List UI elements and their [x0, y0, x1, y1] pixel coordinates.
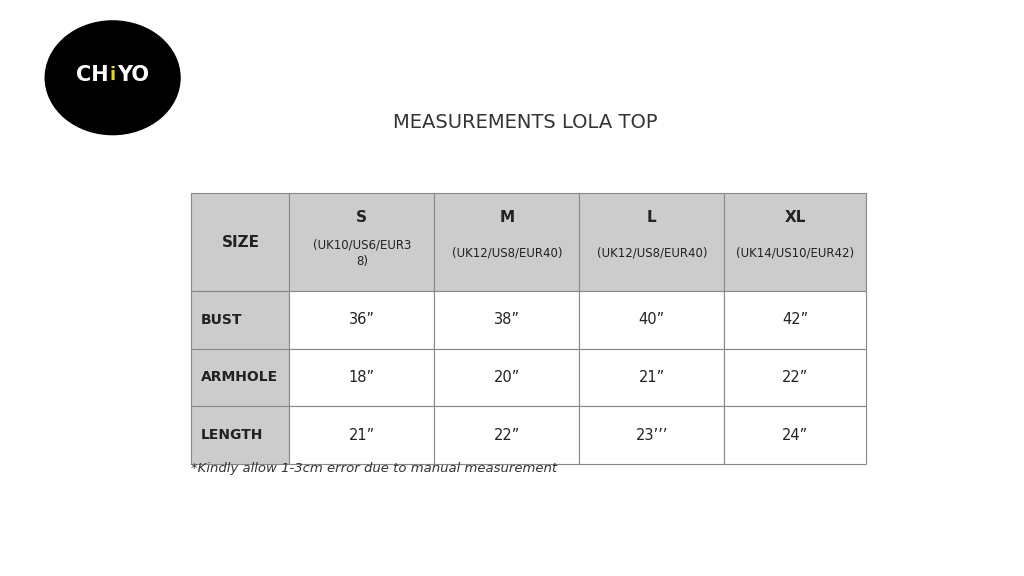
Bar — [434, 406, 580, 464]
Bar — [724, 291, 866, 348]
Text: (UK10/US6/EUR3
8): (UK10/US6/EUR3 8) — [312, 238, 411, 268]
Bar — [434, 194, 580, 291]
Text: BUST: BUST — [201, 313, 243, 327]
Text: 21”: 21” — [349, 427, 375, 442]
Text: 20”: 20” — [494, 370, 520, 385]
Text: (UK14/US10/EUR42): (UK14/US10/EUR42) — [736, 247, 854, 260]
Circle shape — [45, 21, 180, 135]
Text: S: S — [356, 210, 368, 225]
Bar — [191, 291, 290, 348]
Text: CH: CH — [76, 65, 109, 85]
Text: (UK12/US8/EUR40): (UK12/US8/EUR40) — [597, 247, 708, 260]
Bar — [290, 406, 434, 464]
Text: M: M — [500, 210, 514, 225]
Bar — [290, 291, 434, 348]
Text: *Kindly allow 1-3cm error due to manual measurement: *Kindly allow 1-3cm error due to manual … — [191, 462, 558, 475]
Bar — [191, 406, 290, 464]
Bar — [724, 348, 866, 406]
Bar — [580, 348, 724, 406]
Bar — [580, 194, 724, 291]
Text: LENGTH: LENGTH — [201, 428, 263, 442]
Bar — [724, 406, 866, 464]
Bar — [580, 291, 724, 348]
Text: 40”: 40” — [639, 312, 665, 327]
Text: 38”: 38” — [494, 312, 520, 327]
Bar — [580, 406, 724, 464]
Text: i: i — [110, 66, 116, 84]
Text: 22”: 22” — [494, 427, 520, 442]
Bar — [191, 194, 290, 291]
Text: 21”: 21” — [639, 370, 665, 385]
Text: SIZE: SIZE — [221, 234, 259, 249]
Text: (UK12/US8/EUR40): (UK12/US8/EUR40) — [452, 247, 562, 260]
Text: 36”: 36” — [349, 312, 375, 327]
Text: 24”: 24” — [782, 427, 808, 442]
Text: 18”: 18” — [349, 370, 375, 385]
Bar — [290, 348, 434, 406]
Bar — [290, 194, 434, 291]
Bar — [724, 194, 866, 291]
Bar — [434, 348, 580, 406]
Text: YO: YO — [118, 65, 150, 85]
Bar — [434, 291, 580, 348]
Text: 22”: 22” — [782, 370, 808, 385]
Text: ARMHOLE: ARMHOLE — [201, 370, 279, 384]
Text: L: L — [647, 210, 656, 225]
Text: XL: XL — [784, 210, 806, 225]
Text: MEASUREMENTS LOLA TOP: MEASUREMENTS LOLA TOP — [392, 113, 657, 132]
Bar — [191, 348, 290, 406]
Text: 42”: 42” — [782, 312, 808, 327]
Text: 23’’’: 23’’’ — [636, 427, 668, 442]
